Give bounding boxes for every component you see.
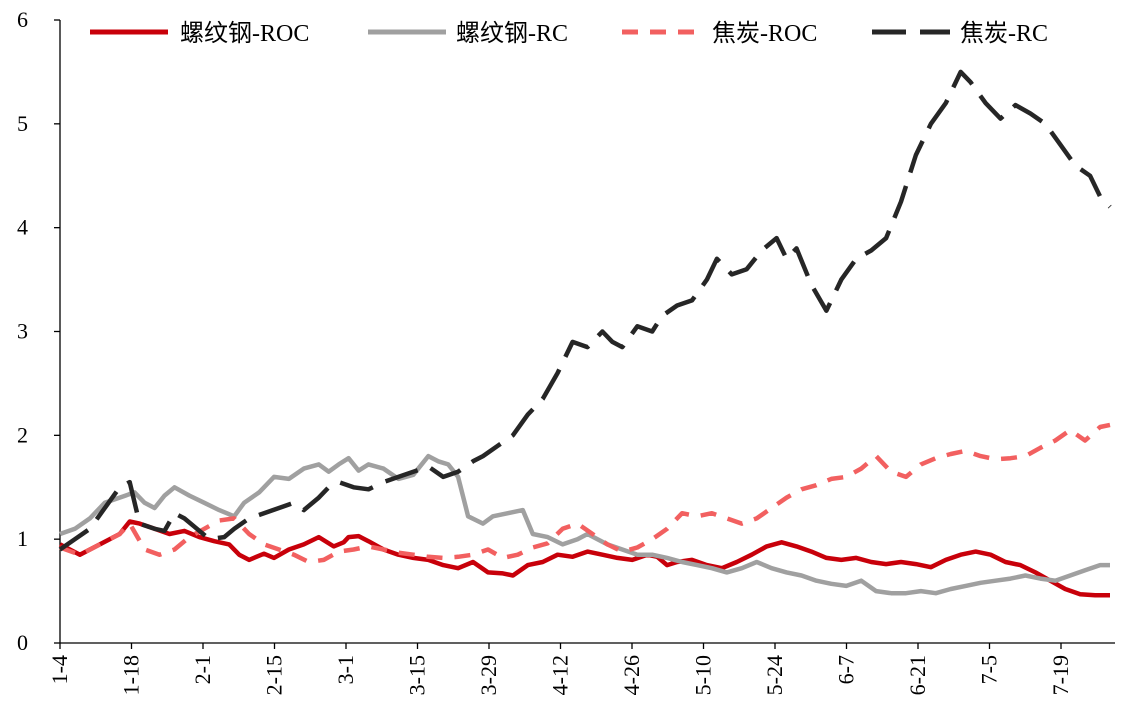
y-tick-label: 3 [17, 319, 28, 344]
series-line-2 [59, 422, 1111, 565]
x-tick-label: 2-15 [262, 655, 287, 695]
legend-label: 螺纹钢-RC [456, 20, 568, 47]
x-tick-label: 3-15 [405, 655, 430, 695]
legend-label: 螺纹钢-ROC [180, 20, 309, 47]
x-tick-label: 6-21 [905, 655, 930, 695]
x-tick-label: 3-29 [476, 655, 501, 695]
y-tick-label: 5 [17, 111, 28, 136]
x-tick-label: 1-18 [119, 655, 144, 695]
x-tick-label: 6-7 [834, 655, 859, 684]
legend: 螺纹钢-ROC 螺纹钢-RC 焦炭-ROC 焦炭-RC [90, 20, 1048, 47]
y-axis: 0 1 2 3 4 5 6 [17, 7, 61, 655]
legend-label: 焦炭-ROC [712, 20, 817, 47]
series-layer [58, 69, 1112, 598]
y-tick-label: 0 [17, 630, 28, 655]
x-tick-label: 2-1 [190, 655, 215, 684]
y-tick-label: 6 [17, 7, 28, 32]
x-tick-label: 3-1 [333, 655, 358, 684]
series-line-1 [59, 453, 1110, 596]
series-line-3 [58, 69, 1112, 552]
x-tick-label: 7-5 [977, 655, 1002, 684]
series-line-0 [58, 519, 1110, 598]
x-tick-label: 4-26 [619, 655, 644, 695]
x-axis: 1-4 1-18 2-1 2-15 3-1 3-15 3-29 4-12 4-26 5-10 5-2… [47, 642, 1115, 695]
x-tick-label: 5-10 [691, 655, 716, 695]
x-tick-label: 1-4 [47, 655, 72, 684]
y-tick-label: 1 [17, 526, 28, 551]
x-tick-label: 4-12 [548, 655, 573, 695]
x-tick-label: 7-19 [1048, 655, 1073, 695]
y-tick-label: 2 [17, 422, 28, 447]
y-tick-label: 4 [17, 215, 28, 240]
x-tick-label: 5-24 [762, 655, 787, 695]
legend-label: 焦炭-RC [960, 20, 1048, 47]
